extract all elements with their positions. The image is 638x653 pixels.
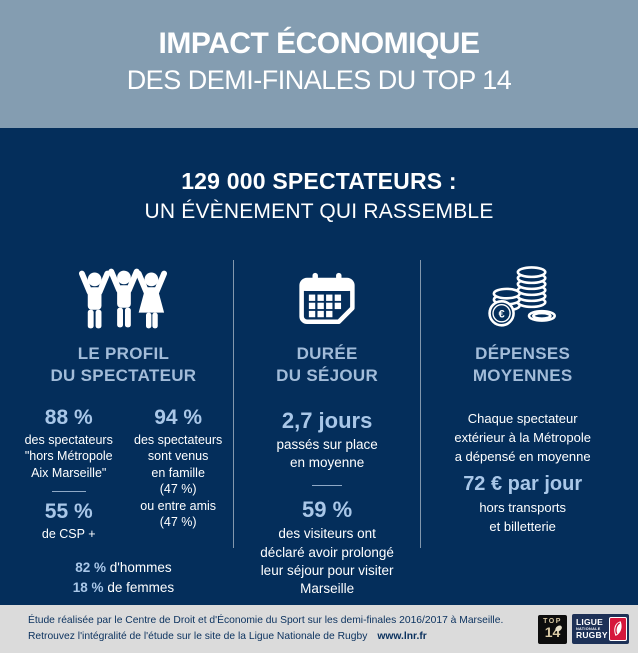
- calendar-icon: [234, 256, 420, 330]
- footer-credits: Étude réalisée par le Centre de Droit et…: [28, 613, 503, 645]
- lnr-line1: LIGUE: [576, 616, 603, 627]
- cheering-people-icon: [14, 256, 233, 330]
- gender-men: 82 % d'hommes: [14, 558, 233, 578]
- profile-stats: 88 % des spectateurs "hors Métropole Aix…: [14, 406, 233, 543]
- divider: [51, 491, 86, 493]
- stat-columns: LE PROFIL DU SPECTATEUR 88 % des spectat…: [0, 256, 638, 598]
- lnr-ball-swoosh-icon: [614, 621, 622, 636]
- stat-prolonged-value: 59 %: [302, 497, 353, 523]
- header-title-line2: DES DEMI-FINALES DU TOP 14: [126, 64, 512, 95]
- stat-prolonged-label: des visiteurs ont déclaré avoir prolongé…: [260, 526, 394, 596]
- stat-csp-value: 55 %: [44, 500, 93, 524]
- stat-famille-label: des spectateurs sont venus en famille (4…: [134, 432, 223, 530]
- footer-logos: TOP 14 LIGUE NATIONALE RUGBY: [538, 614, 629, 644]
- stat-days-label: passés sur place en moyenne: [276, 436, 378, 471]
- footer-line2-wrap: Retrouvez l'intégralité de l'étude sur l…: [28, 629, 503, 645]
- cheering-people-icon-svg: [79, 268, 168, 329]
- footer-line1: Étude réalisée par le Centre de Droit et…: [28, 615, 504, 627]
- top14-logo-number: 14: [538, 624, 567, 640]
- hero-statement: 129 000 SPECTATEURS : UN ÉVÈNEMENT QUI R…: [0, 128, 638, 224]
- column-separator: [420, 260, 422, 548]
- duration-title: DURÉE DU SÉJOUR: [276, 344, 379, 386]
- gender-women-label: de femmes: [107, 580, 175, 596]
- lnr-logo-text: LIGUE NATIONALE RUGBY: [576, 616, 609, 641]
- column-separator: [232, 260, 234, 548]
- gender-women-value: 18 %: [72, 580, 104, 596]
- header: IMPACT ÉCONOMIQUE DES DEMI-FINALES DU TO…: [0, 0, 638, 128]
- calendar-icon-svg: [299, 272, 356, 325]
- stat-csp-label: de CSP +: [41, 527, 96, 542]
- gender-women: 18 % de femmes: [14, 578, 233, 598]
- euro-coins-icon: €: [421, 256, 624, 330]
- lnr-line3: RUGBY: [576, 630, 608, 641]
- stat-famille-value: 94 %: [154, 405, 203, 429]
- stat-hors-metropole-label: des spectateurs "hors Métropole Aix Mars…: [24, 432, 113, 480]
- header-title-line1: IMPACT ÉCONOMIQUE: [158, 27, 480, 60]
- lnr-line2: NATIONALE: [576, 626, 601, 631]
- profile-title: LE PROFIL DU SPECTATEUR: [50, 344, 197, 386]
- hero-line1: 129 000 SPECTATEURS :: [181, 168, 457, 194]
- spending-value: 72 € par jour: [463, 473, 583, 496]
- stat-days-value: 2,7 jours: [281, 407, 373, 433]
- footer-url: www.lnr.fr: [377, 631, 427, 642]
- spending-intro: Chaque spectateur extérieur à la Métropo…: [454, 410, 591, 464]
- spending-title: DÉPENSES MOYENNES: [472, 344, 573, 386]
- stat-hors-metropole-value: 88 %: [44, 405, 93, 429]
- divider: [312, 485, 343, 487]
- spending-outro: hors transports et billetterie: [479, 500, 567, 534]
- duration-column: DURÉE DU SÉJOUR 2,7 jours passés sur pla…: [234, 256, 420, 598]
- profile-column: LE PROFIL DU SPECTATEUR 88 % des spectat…: [14, 256, 233, 598]
- top14-logo-top-text: TOP: [543, 617, 562, 625]
- footer-line2: Retrouvez l'intégralité de l'étude sur l…: [28, 631, 368, 642]
- lnr-emblem-icon: [609, 617, 627, 641]
- hero-line2: UN ÉVÈNEMENT QUI RASSEMBLE: [144, 200, 494, 223]
- lnr-logo: LIGUE NATIONALE RUGBY: [572, 614, 629, 644]
- gender-men-value: 82 %: [75, 559, 107, 575]
- top14-logo: TOP 14: [538, 614, 567, 644]
- profile-right-stats: 94 % des spectateurs sont venus en famil…: [123, 406, 232, 543]
- euro-symbol: €: [498, 309, 504, 321]
- footer: Étude réalisée par le Centre de Droit et…: [0, 605, 638, 653]
- gender-men-label: d'hommes: [109, 559, 172, 575]
- spending-column: € DÉPENSES MOYENNES Chaque spectateur ex…: [421, 256, 624, 536]
- gender-split: 82 % d'hommes 18 % de femmes: [14, 558, 233, 599]
- profile-left-stats: 88 % des spectateurs "hors Métropole Aix…: [14, 406, 123, 543]
- euro-coins-icon-svg: €: [487, 266, 556, 327]
- main-section: 129 000 SPECTATEURS : UN ÉVÈNEMENT QUI R…: [0, 128, 638, 605]
